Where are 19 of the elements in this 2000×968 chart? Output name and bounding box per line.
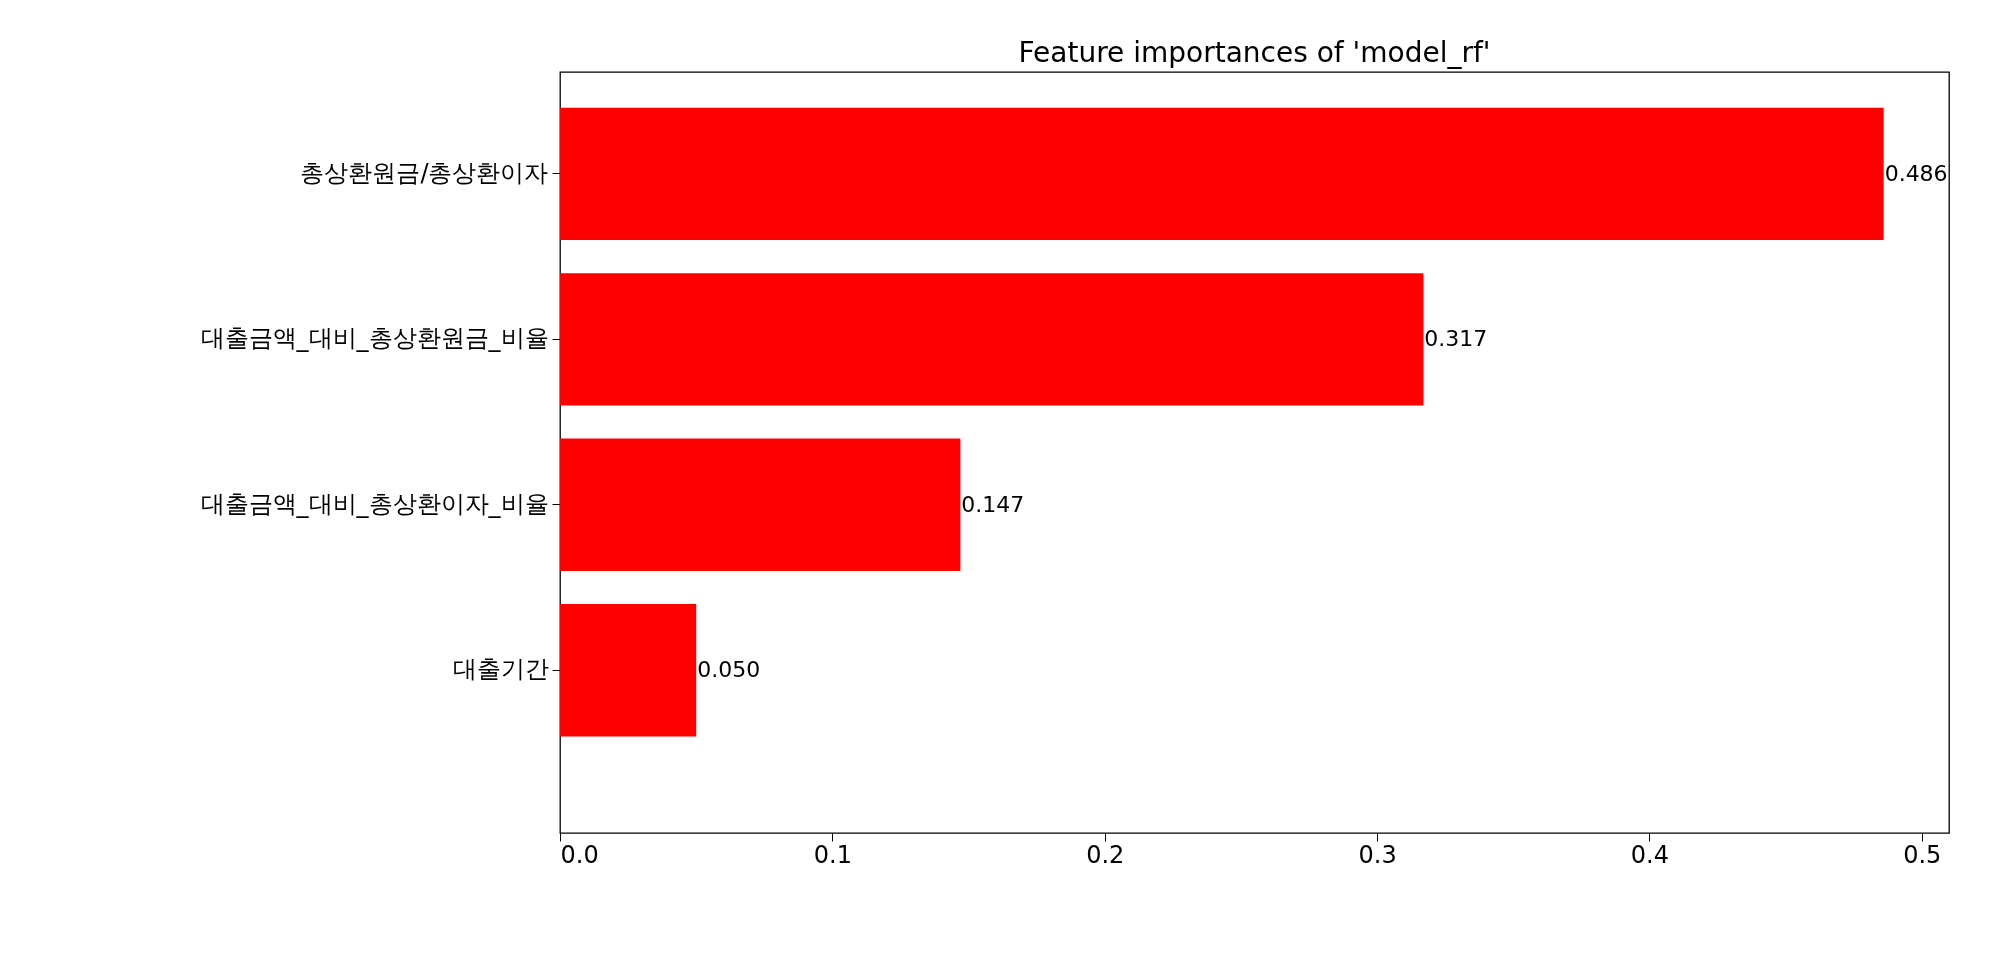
x-tick-label: 0.3: [1358, 840, 1397, 869]
data-label: 0.050: [697, 657, 761, 683]
bar: [560, 604, 697, 737]
bar: [560, 273, 1424, 406]
data-label: 0.147: [961, 491, 1025, 517]
x-tick-label: 0.1: [813, 840, 852, 869]
y-tick-label: 총상환원금/총상환이자: [300, 158, 549, 187]
y-tick-label: 대출기간: [452, 655, 549, 684]
x-tick-label: 0.5: [1903, 840, 1942, 869]
y-tick-label: 대출금액_대비_총상환원금_비율: [200, 324, 549, 353]
x-tick-label: 0.2: [1086, 840, 1125, 869]
bar: [560, 107, 1884, 241]
bar: [560, 438, 961, 571]
data-label: 0.317: [1424, 326, 1488, 352]
x-tick-label: 0.4: [1630, 840, 1669, 869]
x-tick-label: 0.0: [560, 840, 599, 869]
data-label: 0.486: [1884, 160, 1948, 186]
chart-title: Feature importances of 'model_rf': [1018, 36, 1491, 69]
y-tick-label: 대출금액_대비_총상환이자_비율: [200, 489, 549, 518]
